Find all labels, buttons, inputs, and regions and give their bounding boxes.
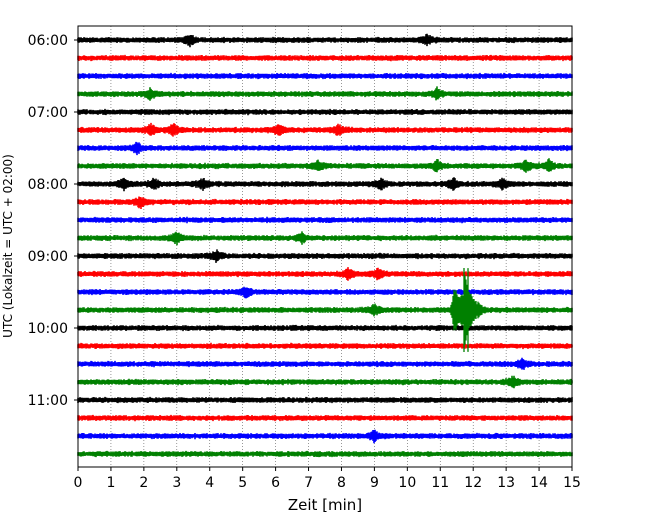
x-tick-label: 12 [464, 475, 482, 491]
trace-0745 [77, 158, 573, 173]
trace-0900 [77, 249, 573, 263]
traces-layer [77, 33, 573, 458]
x-tick-label: 0 [74, 475, 83, 491]
trace-1145 [77, 450, 573, 458]
trace-line [77, 72, 573, 80]
trace-line [77, 216, 573, 224]
trace-0815 [77, 196, 573, 209]
y-tick-label: 11:00 [28, 393, 68, 409]
y-tick-label: 07:00 [28, 105, 68, 121]
x-tick-label: 8 [337, 475, 346, 491]
trace-line [77, 141, 573, 156]
x-tick-label: 9 [370, 475, 379, 491]
x-tick-label: 5 [238, 475, 247, 491]
x-axis: 0 1 2 3 4 5 6 7 8 9 10 11 12 13 14 15 [74, 467, 581, 491]
plot-frame [77, 25, 573, 468]
trace-0845 [77, 231, 573, 246]
trace-0615 [77, 54, 573, 62]
x-tick-label: 6 [271, 475, 280, 491]
y-tick-label: 10:00 [28, 321, 68, 337]
trace-line [77, 375, 573, 389]
x-tick-label: 4 [205, 475, 214, 491]
trace-0930 [77, 286, 573, 299]
trace-line [77, 396, 573, 404]
trace-0830 [77, 216, 573, 224]
x-tick-label: 3 [172, 475, 181, 491]
trace-line [77, 286, 573, 299]
trace-1000 [77, 324, 573, 332]
trace-line [77, 196, 573, 209]
trace-line [77, 324, 573, 332]
x-axis-label: Zeit [min] [288, 496, 362, 514]
x-tick-label: 15 [563, 475, 581, 491]
trace-0945 [77, 303, 573, 317]
trace-line [77, 86, 573, 101]
trace-1100 [77, 396, 573, 404]
trace-0800 [77, 177, 573, 192]
trace-0600 [77, 33, 573, 48]
trace-0715 [77, 122, 573, 137]
trace-1045 [77, 375, 573, 389]
x-tick-label: 7 [304, 475, 313, 491]
y-axis: 06:00 07:00 08:00 09:00 10:00 11:00 [28, 33, 78, 409]
y-tick-label: 08:00 [28, 177, 68, 193]
trace-0700 [77, 108, 573, 116]
trace-line [77, 108, 573, 116]
trace-1115 [77, 414, 573, 422]
x-tick-label: 2 [139, 475, 148, 491]
trace-line [77, 54, 573, 62]
x-tick-label: 10 [398, 475, 416, 491]
trace-line [77, 303, 573, 317]
x-tick-label: 14 [530, 475, 548, 491]
trace-line [77, 267, 573, 281]
trace-line [77, 429, 573, 444]
y-tick-label: 09:00 [28, 249, 68, 265]
trace-1130 [77, 429, 573, 444]
trace-line [77, 122, 573, 137]
trace-1015 [77, 342, 573, 350]
trace-line [77, 158, 573, 173]
event-burst [449, 268, 497, 352]
trace-1030 [77, 357, 573, 370]
trace-line [77, 414, 573, 422]
y-axis-label: UTC (Lokalzeit = UTC + 02:00) [1, 154, 15, 338]
trace-0915 [77, 267, 573, 281]
x-tick-label: 1 [106, 475, 115, 491]
trace-0630 [77, 72, 573, 80]
trace-line [77, 342, 573, 350]
trace-line [77, 231, 573, 246]
trace-line [77, 249, 573, 263]
trace-0645 [77, 86, 573, 101]
y-tick-label: 06:00 [28, 33, 68, 49]
trace-line [77, 450, 573, 458]
trace-0730 [77, 141, 573, 156]
trace-line [77, 33, 573, 48]
trace-line [77, 177, 573, 192]
x-tick-label: 11 [431, 475, 449, 491]
trace-line [77, 357, 573, 370]
x-tick-label: 13 [497, 475, 515, 491]
